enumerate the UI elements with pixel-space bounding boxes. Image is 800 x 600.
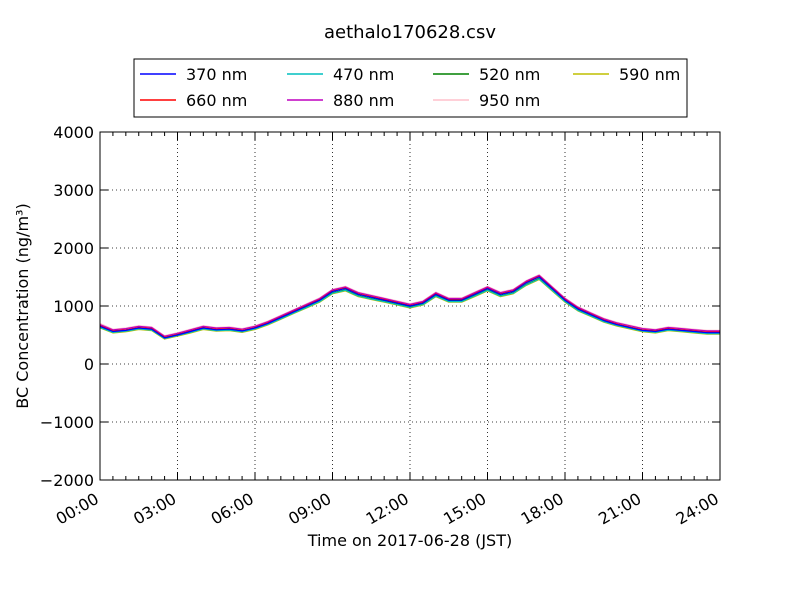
x-tick-label: 12:00 bbox=[363, 489, 412, 529]
x-tick-label: 24:00 bbox=[673, 489, 722, 529]
x-tick-label: 03:00 bbox=[130, 489, 179, 529]
y-tick-label: −1000 bbox=[40, 413, 94, 432]
series-line-470-nm bbox=[99, 278, 720, 340]
y-tick-label: 1000 bbox=[53, 297, 94, 316]
legend-label: 520 nm bbox=[479, 65, 540, 84]
chart-title: aethalo170628.csv bbox=[324, 22, 496, 43]
legend-label: 590 nm bbox=[619, 65, 680, 84]
y-tick-label: 4000 bbox=[53, 123, 94, 142]
x-tick-label: 06:00 bbox=[208, 489, 257, 529]
y-tick-label: 2000 bbox=[53, 239, 94, 258]
y-tick-label: 3000 bbox=[53, 181, 94, 200]
legend-label: 370 nm bbox=[186, 65, 247, 84]
x-tick-labels: 00:00 03:00 06:00 09:00 12:00 15:00 18:00 21:00… bbox=[53, 489, 722, 529]
legend-label: 880 nm bbox=[333, 91, 394, 110]
y-tick-label: 0 bbox=[84, 355, 94, 374]
axis-ticks bbox=[99, 131, 721, 481]
series-line-370-nm bbox=[99, 276, 720, 339]
series-group bbox=[99, 274, 720, 340]
x-tick-label: 18:00 bbox=[518, 489, 567, 529]
y-tick-label: −2000 bbox=[40, 471, 94, 490]
legend: 370 nm 470 nm 520 nm 590 nm 660 nm 880 nm 950 … bbox=[133, 58, 688, 118]
legend-box bbox=[133, 58, 688, 118]
x-tick-label: 00:00 bbox=[53, 489, 102, 529]
legend-label: 470 nm bbox=[333, 65, 394, 84]
y-axis-label: BC Concentration (ng/m³) bbox=[13, 203, 32, 408]
x-tick-label: 09:00 bbox=[285, 489, 334, 529]
legend-label: 660 nm bbox=[186, 91, 247, 110]
x-tick-label: 15:00 bbox=[440, 489, 489, 529]
y-tick-labels: 4000 3000 2000 1000 0 −1000 −2000 bbox=[40, 123, 94, 490]
grid bbox=[100, 132, 720, 480]
series-line-880-nm bbox=[99, 274, 720, 337]
legend-label: 950 nm bbox=[479, 91, 540, 110]
x-tick-label: 21:00 bbox=[595, 489, 644, 529]
x-axis-label: Time on 2017-06-28 (JST) bbox=[307, 531, 512, 550]
